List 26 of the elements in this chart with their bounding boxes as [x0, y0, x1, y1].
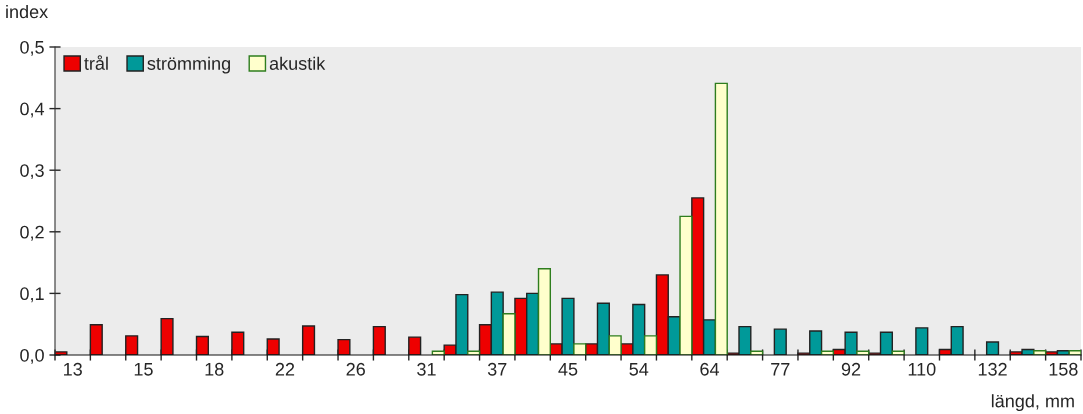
x-tick-label: 77: [771, 363, 790, 376]
x-tick-label: 45: [558, 363, 578, 376]
y-axis-title: index: [6, 5, 48, 19]
x-tick-label: 64: [700, 362, 720, 376]
x-tick-label: 158: [1049, 362, 1078, 376]
x-axis-title: längd, mm: [991, 394, 1074, 411]
x-tick-label: 22: [275, 362, 295, 376]
y-tick-label: 0,3: [20, 164, 44, 180]
y-tick-label: 0,0: [20, 348, 44, 364]
x-tick-label: 31: [417, 362, 436, 376]
x-tick-label: 132: [978, 362, 1007, 376]
x-tick-label: 13: [64, 362, 82, 376]
y-tick-label: 0,2: [20, 225, 44, 241]
x-tick-label: 54: [629, 363, 649, 376]
legend-label: trål: [84, 55, 108, 70]
x-tick-label: 18: [205, 362, 224, 376]
y-tick-label: 0,4: [20, 102, 45, 118]
legend-label: akustik: [269, 56, 326, 70]
x-tick-label: 92: [841, 362, 861, 376]
x-tick-label: 37: [487, 362, 507, 376]
legend-label: strömming: [147, 56, 230, 74]
x-tick-label: 15: [134, 363, 153, 376]
y-tick-label: 0,1: [20, 287, 44, 303]
y-tick-label: 0,5: [20, 40, 44, 56]
x-tick-label: 110: [908, 362, 936, 376]
x-tick-label: 26: [346, 362, 365, 376]
